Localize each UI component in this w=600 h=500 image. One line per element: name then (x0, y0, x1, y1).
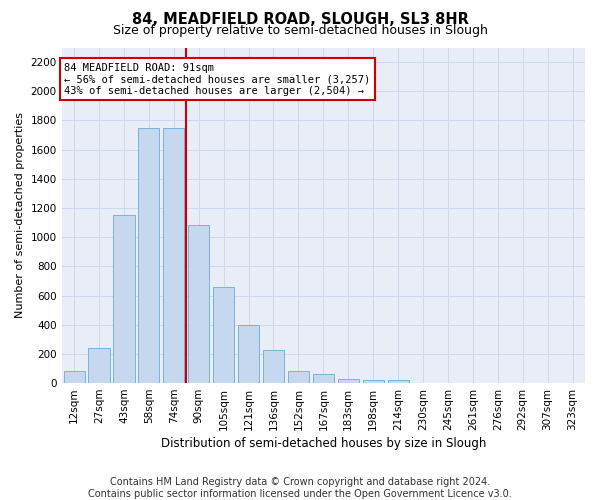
Bar (188, 226, 209, 383)
Bar (88, 348, 110, 383)
Bar (313, 374, 334, 383)
Bar (263, 350, 284, 383)
Text: Contains HM Land Registry data © Crown copyright and database right 2024.
Contai: Contains HM Land Registry data © Crown c… (88, 478, 512, 499)
Bar (388, 380, 409, 383)
X-axis label: Distribution of semi-detached houses by size in Slough: Distribution of semi-detached houses by … (161, 437, 486, 450)
Bar (64, 372, 85, 383)
Bar (138, 128, 160, 383)
Bar (238, 324, 259, 383)
Text: Size of property relative to semi-detached houses in Slough: Size of property relative to semi-detach… (113, 24, 487, 37)
Bar (113, 216, 134, 383)
Bar (213, 287, 234, 383)
Bar (338, 378, 359, 383)
Bar (163, 128, 184, 383)
Text: 84, MEADFIELD ROAD, SLOUGH, SL3 8HR: 84, MEADFIELD ROAD, SLOUGH, SL3 8HR (131, 12, 469, 28)
Bar (362, 380, 384, 383)
Text: 84 MEADFIELD ROAD: 91sqm
← 56% of semi-detached houses are smaller (3,257)
43% o: 84 MEADFIELD ROAD: 91sqm ← 56% of semi-d… (64, 62, 371, 96)
Y-axis label: Number of semi-detached properties: Number of semi-detached properties (15, 112, 25, 318)
Bar (288, 372, 309, 383)
